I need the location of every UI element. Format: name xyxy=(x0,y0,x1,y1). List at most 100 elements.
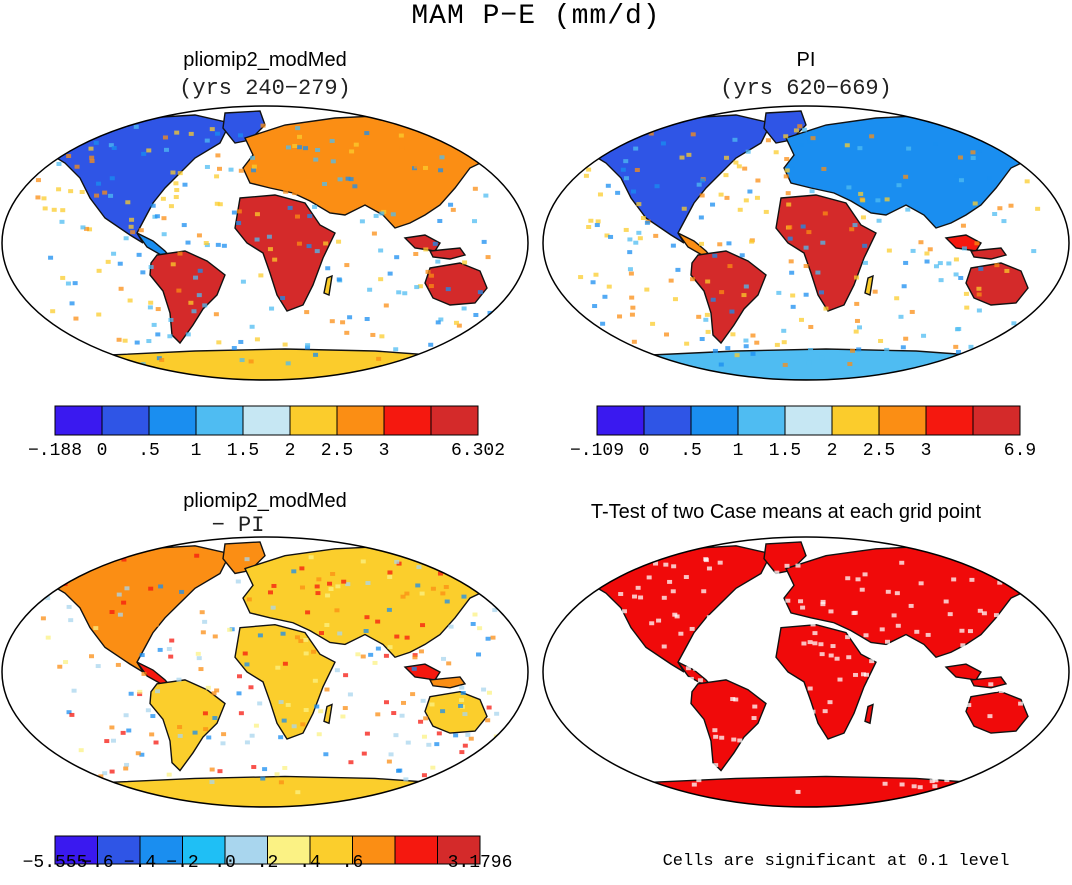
landmass xyxy=(428,247,467,260)
figure-title: MAM P−E (mm/d) xyxy=(411,1,661,32)
colorbar-swatch xyxy=(336,405,385,436)
colorbar-swatch xyxy=(878,405,927,436)
colorbar-swatch xyxy=(97,835,141,865)
colorbar-tick-label: 3 xyxy=(921,441,932,461)
colorbar-tick-label: .0 xyxy=(214,853,236,873)
colorbar-swatch xyxy=(101,405,150,436)
colorbar-tick-label: 1 xyxy=(733,441,744,461)
landmass xyxy=(323,274,333,296)
colorbar-tick-label: 3 xyxy=(379,441,390,461)
colorbar-tick-label: −5.555 xyxy=(23,853,88,873)
landmass xyxy=(645,348,997,380)
landmass xyxy=(424,262,488,306)
colorbar-swatch xyxy=(737,405,786,436)
colorbar-tick-label: 2.5 xyxy=(321,441,353,461)
landmass xyxy=(149,679,226,772)
landmass xyxy=(775,624,877,740)
colorbar-swatch xyxy=(690,405,739,436)
map-panel-modmed xyxy=(1,105,529,381)
colorbar-tick-label: 2.5 xyxy=(863,441,895,461)
map-boundary xyxy=(1,105,529,381)
landmass xyxy=(864,703,874,725)
colorbar-tick-label: −.6 xyxy=(81,853,113,873)
colorbar-swatch xyxy=(195,405,244,436)
colorbar-swatch xyxy=(437,835,481,865)
landmass xyxy=(775,194,877,312)
landmass xyxy=(403,663,441,681)
colorbar-tick-label: 1.5 xyxy=(227,441,259,461)
panel-2-title: PI xyxy=(796,49,816,71)
landmass xyxy=(323,703,333,725)
colorbar-swatch xyxy=(224,835,268,865)
landmass xyxy=(965,262,1029,306)
colorbar-swatch xyxy=(242,405,291,436)
colorbar-tick-label: .5 xyxy=(138,441,160,461)
landmass xyxy=(585,114,773,244)
colorbar-tick-label: 6.9 xyxy=(1004,441,1036,461)
colorbar-swatch xyxy=(596,405,645,436)
colorbar-difference: −5.555−.6 −.4 −.2 .0 .2 .4 .6 3.1796 xyxy=(23,835,513,873)
map-panel-difference xyxy=(1,536,529,808)
colorbar-swatch xyxy=(643,405,692,436)
colorbar-swatch xyxy=(394,835,438,865)
colorbar-tick-label: .2 xyxy=(257,853,279,873)
landmass xyxy=(969,247,1008,260)
colorbar-swatch xyxy=(430,405,479,436)
colorbar-pi: −.109 0 .5 1 1.5 2 2.5 3 6.9 xyxy=(570,405,1036,461)
landmass xyxy=(424,690,488,734)
colorbar-tick-label: 1 xyxy=(191,441,202,461)
colorbar-tick-label: −.188 xyxy=(28,441,82,461)
colorbar-swatch xyxy=(784,405,833,436)
colorbar-swatch xyxy=(925,405,974,436)
colorbar-tick-label: 2 xyxy=(285,441,296,461)
panel-1-title: pliomip2_modMed xyxy=(183,49,347,71)
colorbar-tick-label: .4 xyxy=(299,853,321,873)
landmass xyxy=(944,234,982,252)
colorbar-tick-label: 0 xyxy=(97,441,108,461)
colorbar-tick-label: 3.1796 xyxy=(448,853,513,873)
colorbar-tick-label: 1.5 xyxy=(769,441,801,461)
landmass xyxy=(234,194,336,312)
colorbar-swatch xyxy=(54,405,103,436)
colorbar-tick-label: 6.302 xyxy=(451,441,505,461)
colorbar-tick-label: .5 xyxy=(680,441,702,461)
map-boundary xyxy=(542,105,1070,381)
landmass xyxy=(403,234,441,252)
colorbar-swatch xyxy=(972,405,1021,436)
panel-1-subtitle: (yrs 240−279) xyxy=(179,76,351,101)
colorbar-tick-label: −.4 xyxy=(124,853,156,873)
landmass xyxy=(104,348,456,380)
colorbar-swatch xyxy=(54,835,98,865)
colorbar-swatch xyxy=(289,405,338,436)
landmass xyxy=(944,663,982,681)
colorbar-modmed: −.188 0 .5 1 1.5 2 2.5 3 6.302 xyxy=(28,405,505,461)
colorbar-swatch xyxy=(831,405,880,436)
landmass xyxy=(44,114,232,244)
colorbar-swatch xyxy=(383,405,432,436)
landmass xyxy=(965,690,1029,734)
colorbar-swatch xyxy=(148,405,197,436)
landmass xyxy=(234,624,336,740)
map-panel-ttest xyxy=(542,536,1070,808)
panel-3-subtitle: − PI xyxy=(211,513,265,538)
landmass xyxy=(585,545,773,673)
colorbar-swatch xyxy=(352,835,396,865)
colorbar-tick-label: 0 xyxy=(639,441,650,461)
colorbar-swatch xyxy=(139,835,183,865)
landmass xyxy=(44,545,232,673)
map-boundary xyxy=(542,536,1070,808)
panel-3-title: pliomip2_modMed xyxy=(183,490,347,512)
map-boundary xyxy=(1,536,529,808)
colorbar-tick-label: 2 xyxy=(827,441,838,461)
colorbar-tick-label: .6 xyxy=(342,853,364,873)
significance-footnote: Cells are significant at 0.1 level xyxy=(662,852,1010,871)
colorbar-swatch xyxy=(182,835,226,865)
panel-2-subtitle: (yrs 620−669) xyxy=(720,76,892,101)
panel-4-title: T-Test of two Case means at each grid po… xyxy=(590,501,982,523)
map-panel-pi xyxy=(542,105,1070,381)
landmass xyxy=(149,250,226,345)
colorbar-tick-label: −.2 xyxy=(166,853,198,873)
landmass xyxy=(428,676,467,689)
colorbar-tick-label: −.109 xyxy=(570,441,624,461)
